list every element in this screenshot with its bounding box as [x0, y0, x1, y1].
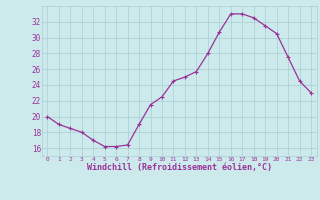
X-axis label: Windchill (Refroidissement éolien,°C): Windchill (Refroidissement éolien,°C): [87, 163, 272, 172]
